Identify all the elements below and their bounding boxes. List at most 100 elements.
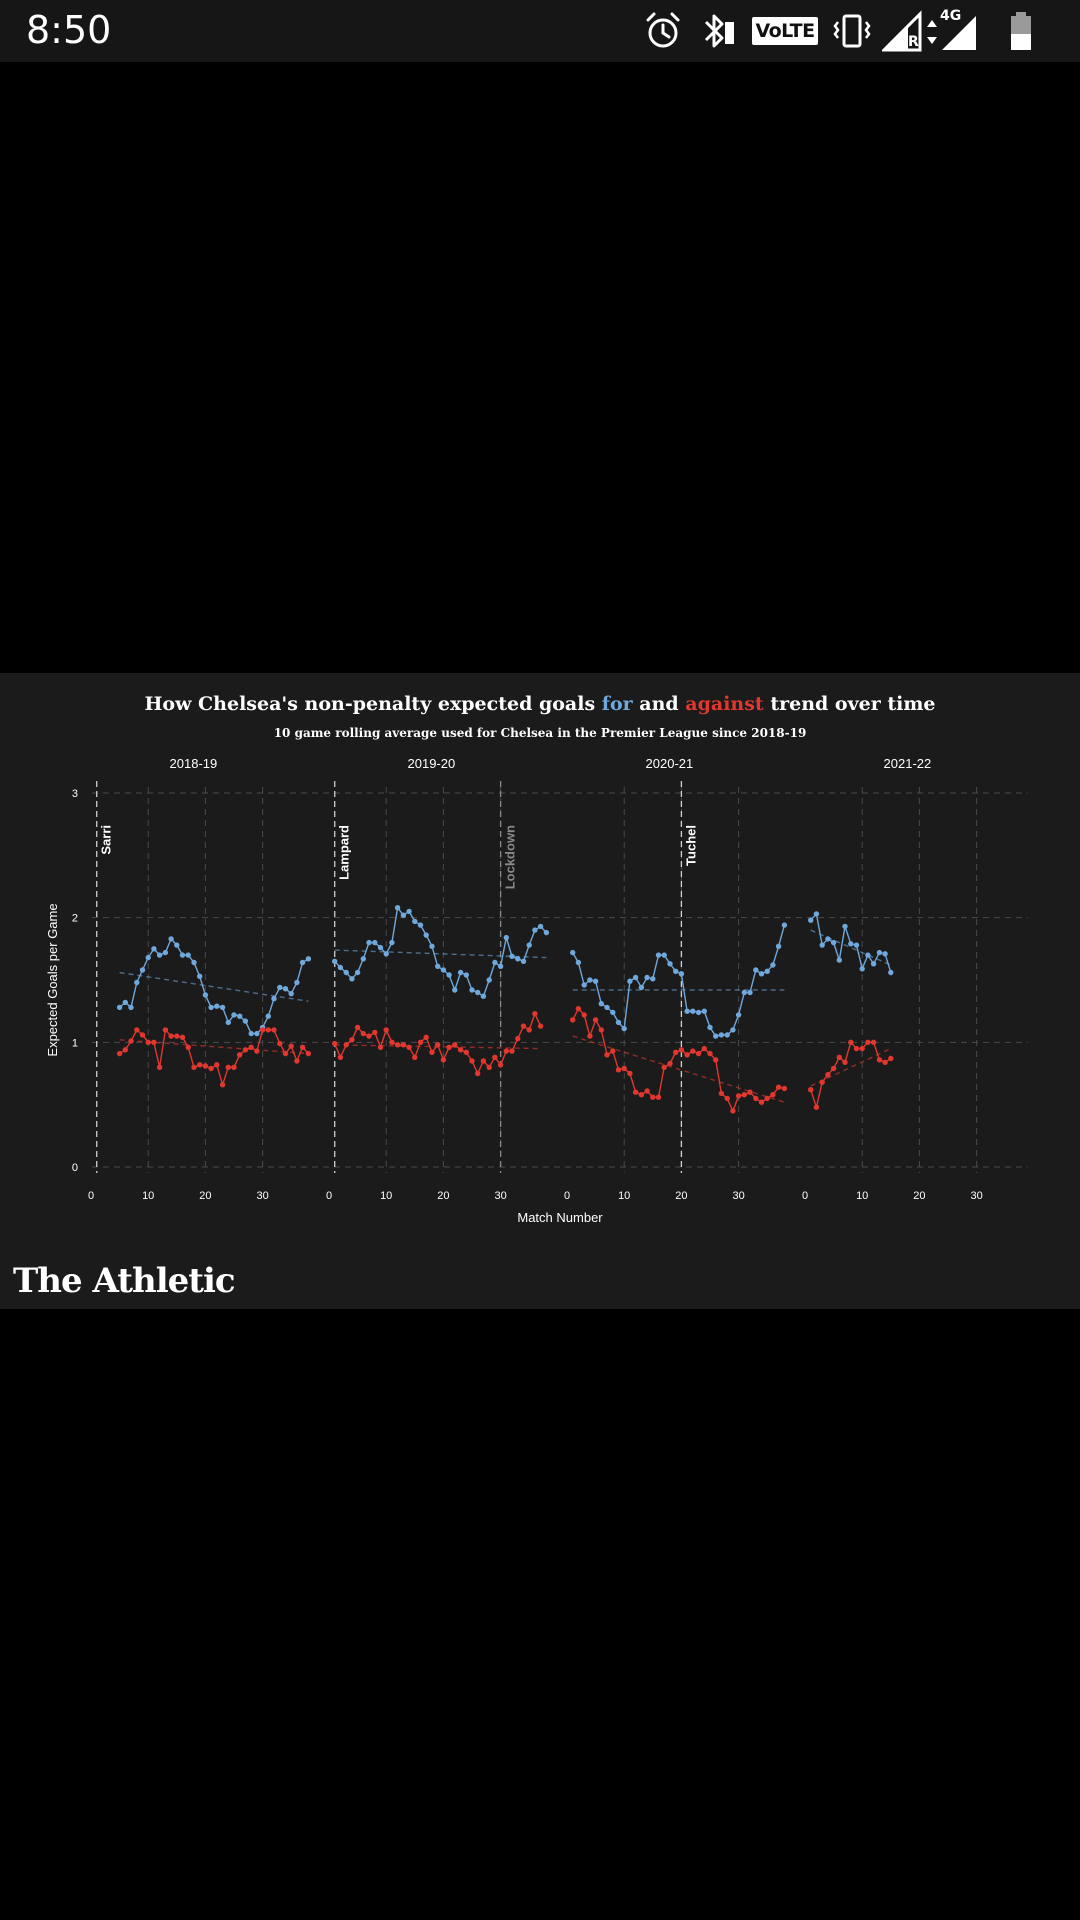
y-axis-label: Expected Goals per Game (45, 903, 60, 1056)
data-point-against (248, 1044, 254, 1050)
data-point-against (440, 1057, 447, 1063)
data-point-against (343, 1042, 349, 1048)
data-point-for (638, 984, 645, 991)
data-point-for (469, 987, 475, 993)
chart: 0 1 2 3 Expected Goals per Game Match Number 0… (45, 756, 1028, 1225)
data-point-for (678, 971, 685, 977)
status-bar: 8:50 VoLTE R 4G (0, 0, 1080, 62)
data-point-for (882, 951, 888, 957)
data-point-against (332, 1040, 338, 1047)
data-point-against (836, 1054, 842, 1060)
the-athletic-logo: The Athletic (13, 1261, 236, 1301)
annotation-label: Lampard (337, 825, 352, 880)
data-point-for (830, 939, 837, 946)
data-point-for (475, 989, 481, 996)
x-axis-label: Match Number (517, 1210, 603, 1225)
data-point-for (836, 957, 842, 963)
data-point-against (684, 1052, 690, 1058)
data-point-against (383, 1027, 389, 1033)
data-point-for (463, 972, 469, 978)
data-point-against (435, 1042, 441, 1048)
data-point-against (214, 1062, 220, 1068)
data-point-for (870, 961, 877, 967)
data-point-for (515, 956, 521, 962)
season-label: 2018-19 (170, 756, 218, 771)
data-point-against (452, 1042, 458, 1048)
data-point-against (271, 1027, 277, 1033)
data-point-for (429, 943, 435, 949)
data-point-for (492, 959, 498, 966)
data-point-for (417, 922, 424, 928)
data-point-against (305, 1050, 312, 1057)
data-point-for (650, 976, 656, 982)
data-point-for (179, 952, 186, 958)
network-type-label: 4G (940, 8, 962, 24)
title-against-word: against (685, 693, 764, 715)
data-point-against (520, 1023, 527, 1029)
series-line-for (334, 905, 547, 998)
data-point-against (446, 1044, 452, 1050)
bluetooth-icon (704, 14, 734, 48)
data-point-for (440, 967, 447, 973)
data-point-for (349, 976, 355, 982)
data-point-for (632, 974, 639, 981)
data-point-for (394, 905, 401, 911)
data-point-against (394, 1042, 401, 1048)
data-point-against (592, 1017, 599, 1023)
data-point-against (632, 1089, 639, 1095)
season-label: 2019-20 (408, 756, 456, 771)
data-point-against (610, 1048, 616, 1054)
data-point-for (615, 1019, 622, 1026)
x-tick-label: 20 (437, 1190, 449, 1202)
series-line-for (572, 924, 786, 1037)
data-point-for (848, 941, 854, 947)
data-point-against (598, 1027, 604, 1033)
chart-title: How Chelsea's non-penalty expected goals… (0, 693, 1080, 715)
data-point-against (423, 1034, 429, 1040)
data-point-for (242, 1018, 249, 1024)
data-point-for (707, 1024, 713, 1031)
data-point-for (122, 999, 128, 1006)
series-line-for (119, 937, 309, 1035)
data-point-against (259, 1027, 266, 1033)
data-point-for (865, 952, 871, 958)
data-point-against (497, 1062, 504, 1068)
data-point-against (128, 1038, 134, 1044)
data-point-for (354, 969, 361, 976)
data-point-against (876, 1057, 883, 1063)
data-point-against (673, 1049, 679, 1055)
data-point-against (865, 1039, 871, 1045)
data-point-for (389, 939, 395, 946)
series-line-against (572, 1007, 785, 1113)
data-point-for (271, 996, 277, 1002)
data-point-for (185, 952, 191, 958)
data-point-for (876, 949, 883, 956)
data-point-against (775, 1084, 782, 1090)
data-point-for (813, 911, 820, 917)
data-point-for (853, 942, 860, 948)
season-label: 2020-21 (646, 756, 694, 771)
data-point-for (214, 1003, 220, 1009)
data-point-against (349, 1037, 355, 1043)
data-point-for (644, 974, 650, 981)
vibrate-icon (833, 14, 871, 48)
data-point-against (400, 1042, 407, 1048)
data-point-for (139, 967, 146, 973)
data-point-against (480, 1058, 487, 1064)
data-point-for (360, 956, 366, 962)
data-point-against (354, 1024, 361, 1031)
data-point-for (747, 989, 753, 996)
data-point-against (360, 1030, 366, 1037)
data-point-for (690, 1008, 696, 1014)
data-point-for (764, 968, 770, 974)
data-point-against (758, 1099, 765, 1105)
data-point-against (231, 1064, 237, 1070)
data-point-for (718, 1032, 725, 1038)
data-point-against (168, 1033, 174, 1039)
data-point-against (116, 1050, 123, 1057)
data-point-for (254, 1030, 260, 1037)
battery-icon (1011, 12, 1031, 50)
data-point-against (770, 1092, 776, 1098)
data-point-for (191, 959, 197, 966)
data-point-against (819, 1079, 825, 1085)
